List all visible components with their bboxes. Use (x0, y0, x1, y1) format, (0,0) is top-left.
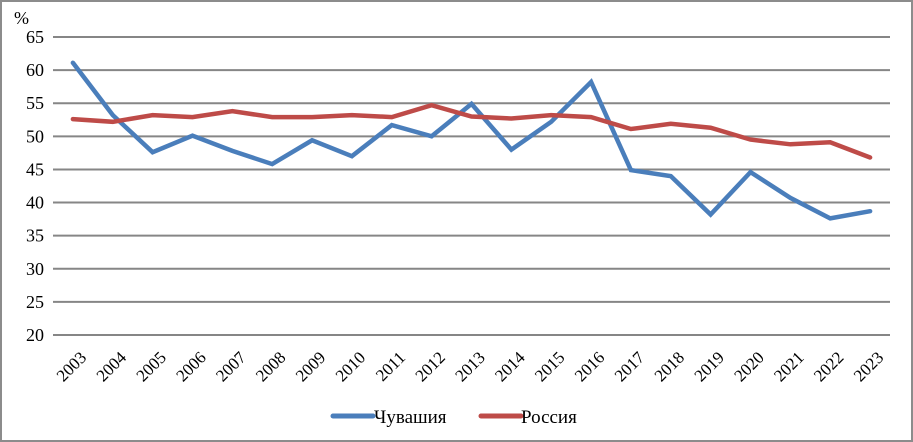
y-tick-label: 65 (26, 27, 44, 47)
x-tick-label: 2009 (292, 348, 329, 385)
y-tick-label: 60 (26, 60, 44, 80)
y-tick-label: 35 (26, 226, 44, 246)
x-tick-label: 2011 (372, 348, 409, 385)
x-axis-ticks: 2003 2004 2005 2006 2007 2008 2009 2010 2011 2012… (53, 348, 888, 386)
legend: Чувашия Россия (330, 407, 577, 428)
x-tick-label: 2016 (571, 348, 608, 385)
legend-label: Чувашия (374, 407, 447, 428)
y-tick-label: 20 (26, 325, 44, 345)
y-axis-unit-label: % (14, 8, 29, 28)
series-line (70, 102, 873, 160)
y-tick-label: 50 (26, 126, 44, 146)
x-tick-label: 2003 (53, 348, 90, 385)
x-tick-label: 2014 (491, 348, 529, 386)
x-tick-label: 2023 (850, 348, 887, 385)
y-tick-label: 25 (26, 292, 44, 312)
x-tick-label: 2006 (172, 348, 209, 385)
series-lines (70, 60, 873, 221)
x-tick-label: 2019 (690, 348, 727, 385)
x-tick-label: 2022 (810, 348, 847, 385)
x-tick-label: 2021 (770, 348, 807, 385)
x-tick-label: 2008 (252, 348, 289, 385)
y-tick-label: 55 (26, 93, 44, 113)
y-axis-ticks: 20 25 30 35 40 45 50 55 60 65 (26, 27, 44, 345)
x-tick-label: 2005 (132, 348, 169, 385)
x-tick-label: 2015 (531, 348, 568, 385)
x-tick-label: 2017 (611, 348, 649, 386)
x-tick-label: 2010 (332, 348, 369, 385)
x-tick-label: 2020 (730, 348, 767, 385)
series-line (70, 60, 873, 221)
y-tick-label: 30 (26, 259, 44, 279)
x-tick-label: 2013 (451, 348, 488, 385)
gridlines (53, 36, 890, 336)
y-tick-label: 45 (26, 159, 44, 179)
x-tick-label: 2007 (212, 348, 250, 386)
y-tick-label: 40 (26, 193, 44, 213)
x-tick-label: 2018 (651, 348, 688, 385)
legend-label: Россия (521, 407, 577, 428)
x-tick-label: 2004 (93, 348, 131, 386)
x-tick-label: 2012 (411, 348, 448, 385)
